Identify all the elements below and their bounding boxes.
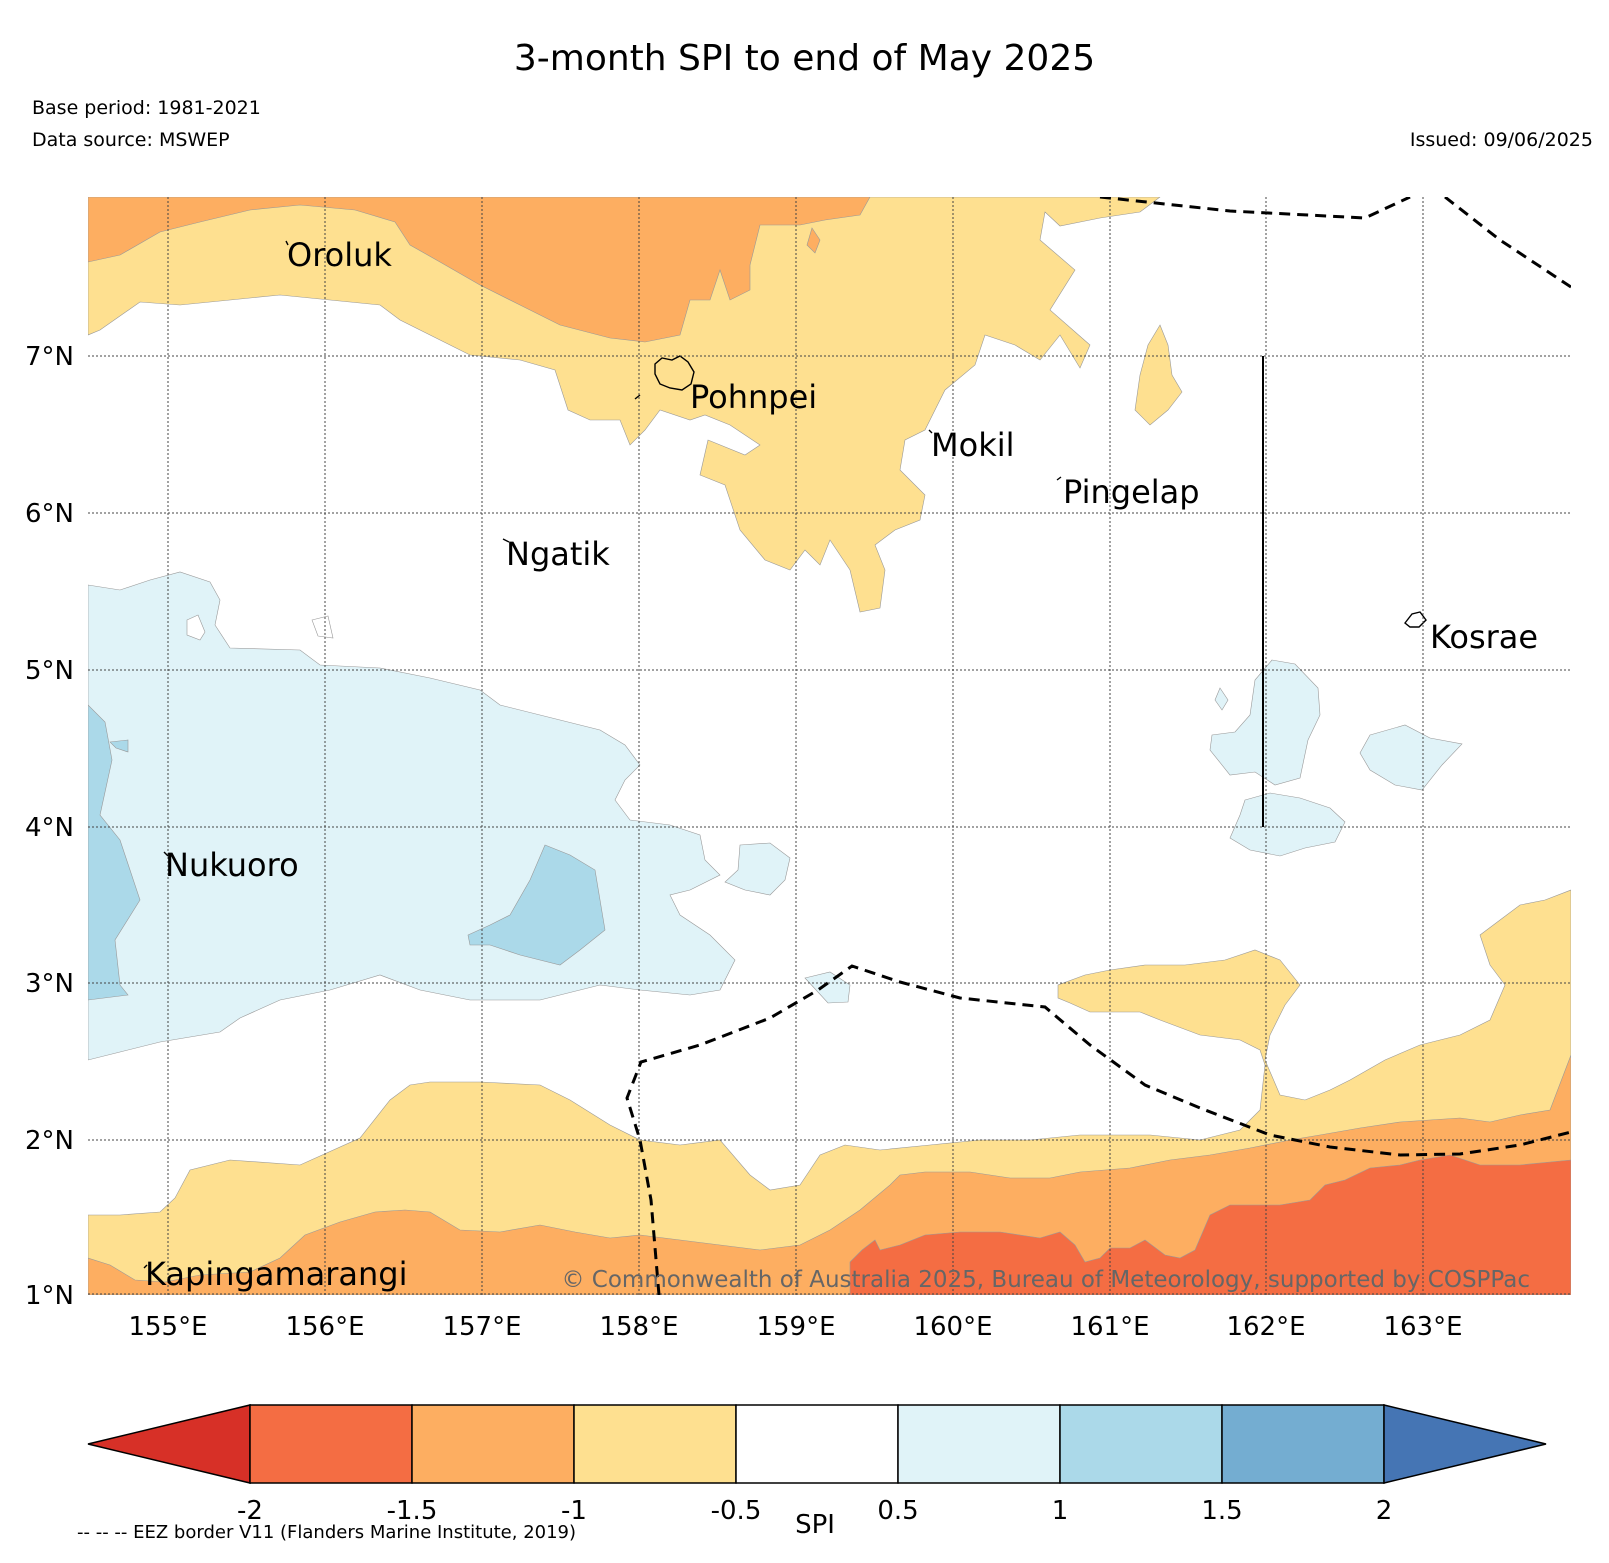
lon-tick-158e: 158°E xyxy=(599,1312,678,1342)
dry-zone-north-strong-patch xyxy=(806,227,821,254)
dry-zone-south-strong xyxy=(88,1054,1571,1295)
data-source-text: Data source: MSWEP xyxy=(32,129,230,151)
colorbar-tick-8: 2 xyxy=(1376,1496,1393,1526)
kapingamarangi-marker xyxy=(143,1264,148,1269)
wet-patch-east-2 xyxy=(1229,792,1346,857)
colorbar-tick-3: -1 xyxy=(561,1496,587,1526)
place-label-ngatik: Ngatik xyxy=(506,535,610,573)
dry-hole-2 xyxy=(311,615,334,639)
dry-zone-north xyxy=(88,197,1161,613)
colorbar-bin-1 xyxy=(249,1404,413,1484)
colorbar-extend-dry xyxy=(87,1404,251,1484)
lon-tick-159e: 159°E xyxy=(756,1312,835,1342)
nukuoro-marker xyxy=(163,851,169,857)
dry-patch-east xyxy=(1134,324,1183,426)
lat-tick-7n: 7°N xyxy=(25,342,74,372)
wet-patch-east-1 xyxy=(1209,659,1321,786)
copyright-notice: © Commonwealth of Australia 2025, Bureau… xyxy=(561,1267,1530,1293)
colorbar-tick-1: -2 xyxy=(237,1496,263,1526)
ngatik-marker xyxy=(502,538,510,543)
wet-core-south xyxy=(467,844,606,966)
place-labels: Oroluk Pohnpei Mokil Pingelap Ngatik Kos… xyxy=(145,236,1538,1293)
wet-zone-west-strong xyxy=(88,704,141,1001)
wet-patch-east-4 xyxy=(1214,687,1229,711)
eez-borders xyxy=(625,197,1571,1295)
lon-tick-160e: 160°E xyxy=(913,1312,992,1342)
lon-tick-162e: 162°E xyxy=(1226,1312,1305,1342)
eez-legend-note: -- -- -- EEZ border V11 (Flanders Marine… xyxy=(77,1522,577,1543)
spi-colorbar xyxy=(87,1404,1547,1484)
lat-tick-6n: 6°N xyxy=(25,499,74,529)
sapwuahfik-marker xyxy=(634,394,641,400)
spi-fill-layer xyxy=(88,197,1571,1295)
lat-tick-3n: 3°N xyxy=(25,969,74,999)
wet-patch-central xyxy=(724,842,791,896)
lon-tick-161e: 161°E xyxy=(1070,1312,1149,1342)
place-label-mokil: Mokil xyxy=(931,426,1015,464)
dry-zone-south-severe xyxy=(849,1154,1571,1295)
issued-date-text: Issued: 09/06/2025 xyxy=(1409,129,1593,151)
dry-zone-north-strong xyxy=(88,197,871,343)
dry-hole-1 xyxy=(186,614,206,641)
lon-tick-156e: 156°E xyxy=(285,1312,364,1342)
colorbar-bin-7 xyxy=(1221,1404,1385,1484)
lon-tick-155e: 155°E xyxy=(128,1312,207,1342)
colorbar-bin-3 xyxy=(573,1404,737,1484)
lon-tick-163e: 163°E xyxy=(1383,1312,1462,1342)
colorbar-bin-5 xyxy=(897,1404,1061,1484)
lat-tick-2n: 2°N xyxy=(25,1126,74,1156)
oroluk-marker xyxy=(285,240,289,246)
map-title: 3-month SPI to end of May 2025 xyxy=(513,38,1096,79)
lon-axis: 155°E 156°E 157°E 158°E 159°E 160°E 161°… xyxy=(128,1312,1462,1342)
wet-patch-east-3 xyxy=(1359,724,1463,791)
kosrae-island xyxy=(1404,611,1427,628)
lat-axis: 7°N 6°N 5°N 4°N 3°N 2°N 1°N xyxy=(25,342,74,1311)
place-label-oroluk: Oroluk xyxy=(287,236,392,274)
colorbar-ticks: -2 -1.5 -1 -0.5 0.5 1 1.5 2 xyxy=(237,1496,1392,1526)
pingelap-marker xyxy=(1056,476,1062,481)
base-period-text: Base period: 1981-2021 xyxy=(32,97,261,119)
colorbar-tick-7: 1.5 xyxy=(1201,1496,1242,1526)
lon-tick-157e: 157°E xyxy=(442,1312,521,1342)
place-label-nukuoro: Nukuoro xyxy=(165,846,299,884)
colorbar-tick-2: -1.5 xyxy=(387,1496,438,1526)
colorbar-bin-6 xyxy=(1059,1404,1223,1484)
lat-tick-1n: 1°N xyxy=(25,1281,74,1311)
place-label-kosrae: Kosrae xyxy=(1430,618,1538,656)
colorbar-label: SPI xyxy=(795,1510,835,1540)
place-label-pingelap: Pingelap xyxy=(1063,473,1200,511)
wet-fleck xyxy=(109,739,129,753)
pohnpei-island xyxy=(654,355,695,391)
colorbar-bin-4 xyxy=(735,1404,899,1484)
mokil-marker xyxy=(928,429,933,434)
place-label-pohnpei: Pohnpei xyxy=(690,378,817,416)
colorbar-tick-5: 0.5 xyxy=(877,1496,918,1526)
colorbar-bin-2 xyxy=(411,1404,575,1484)
wet-patch-small xyxy=(804,971,851,1004)
graticule xyxy=(88,197,1571,1295)
lat-tick-4n: 4°N xyxy=(25,813,74,843)
colorbar-tick-6: 1 xyxy=(1052,1496,1069,1526)
place-label-kapingamarangi: Kapingamarangi xyxy=(145,1255,407,1293)
lat-tick-5n: 5°N xyxy=(25,656,74,686)
colorbar-extend-wet xyxy=(1383,1404,1547,1484)
colorbar-tick-4: -0.5 xyxy=(711,1496,762,1526)
